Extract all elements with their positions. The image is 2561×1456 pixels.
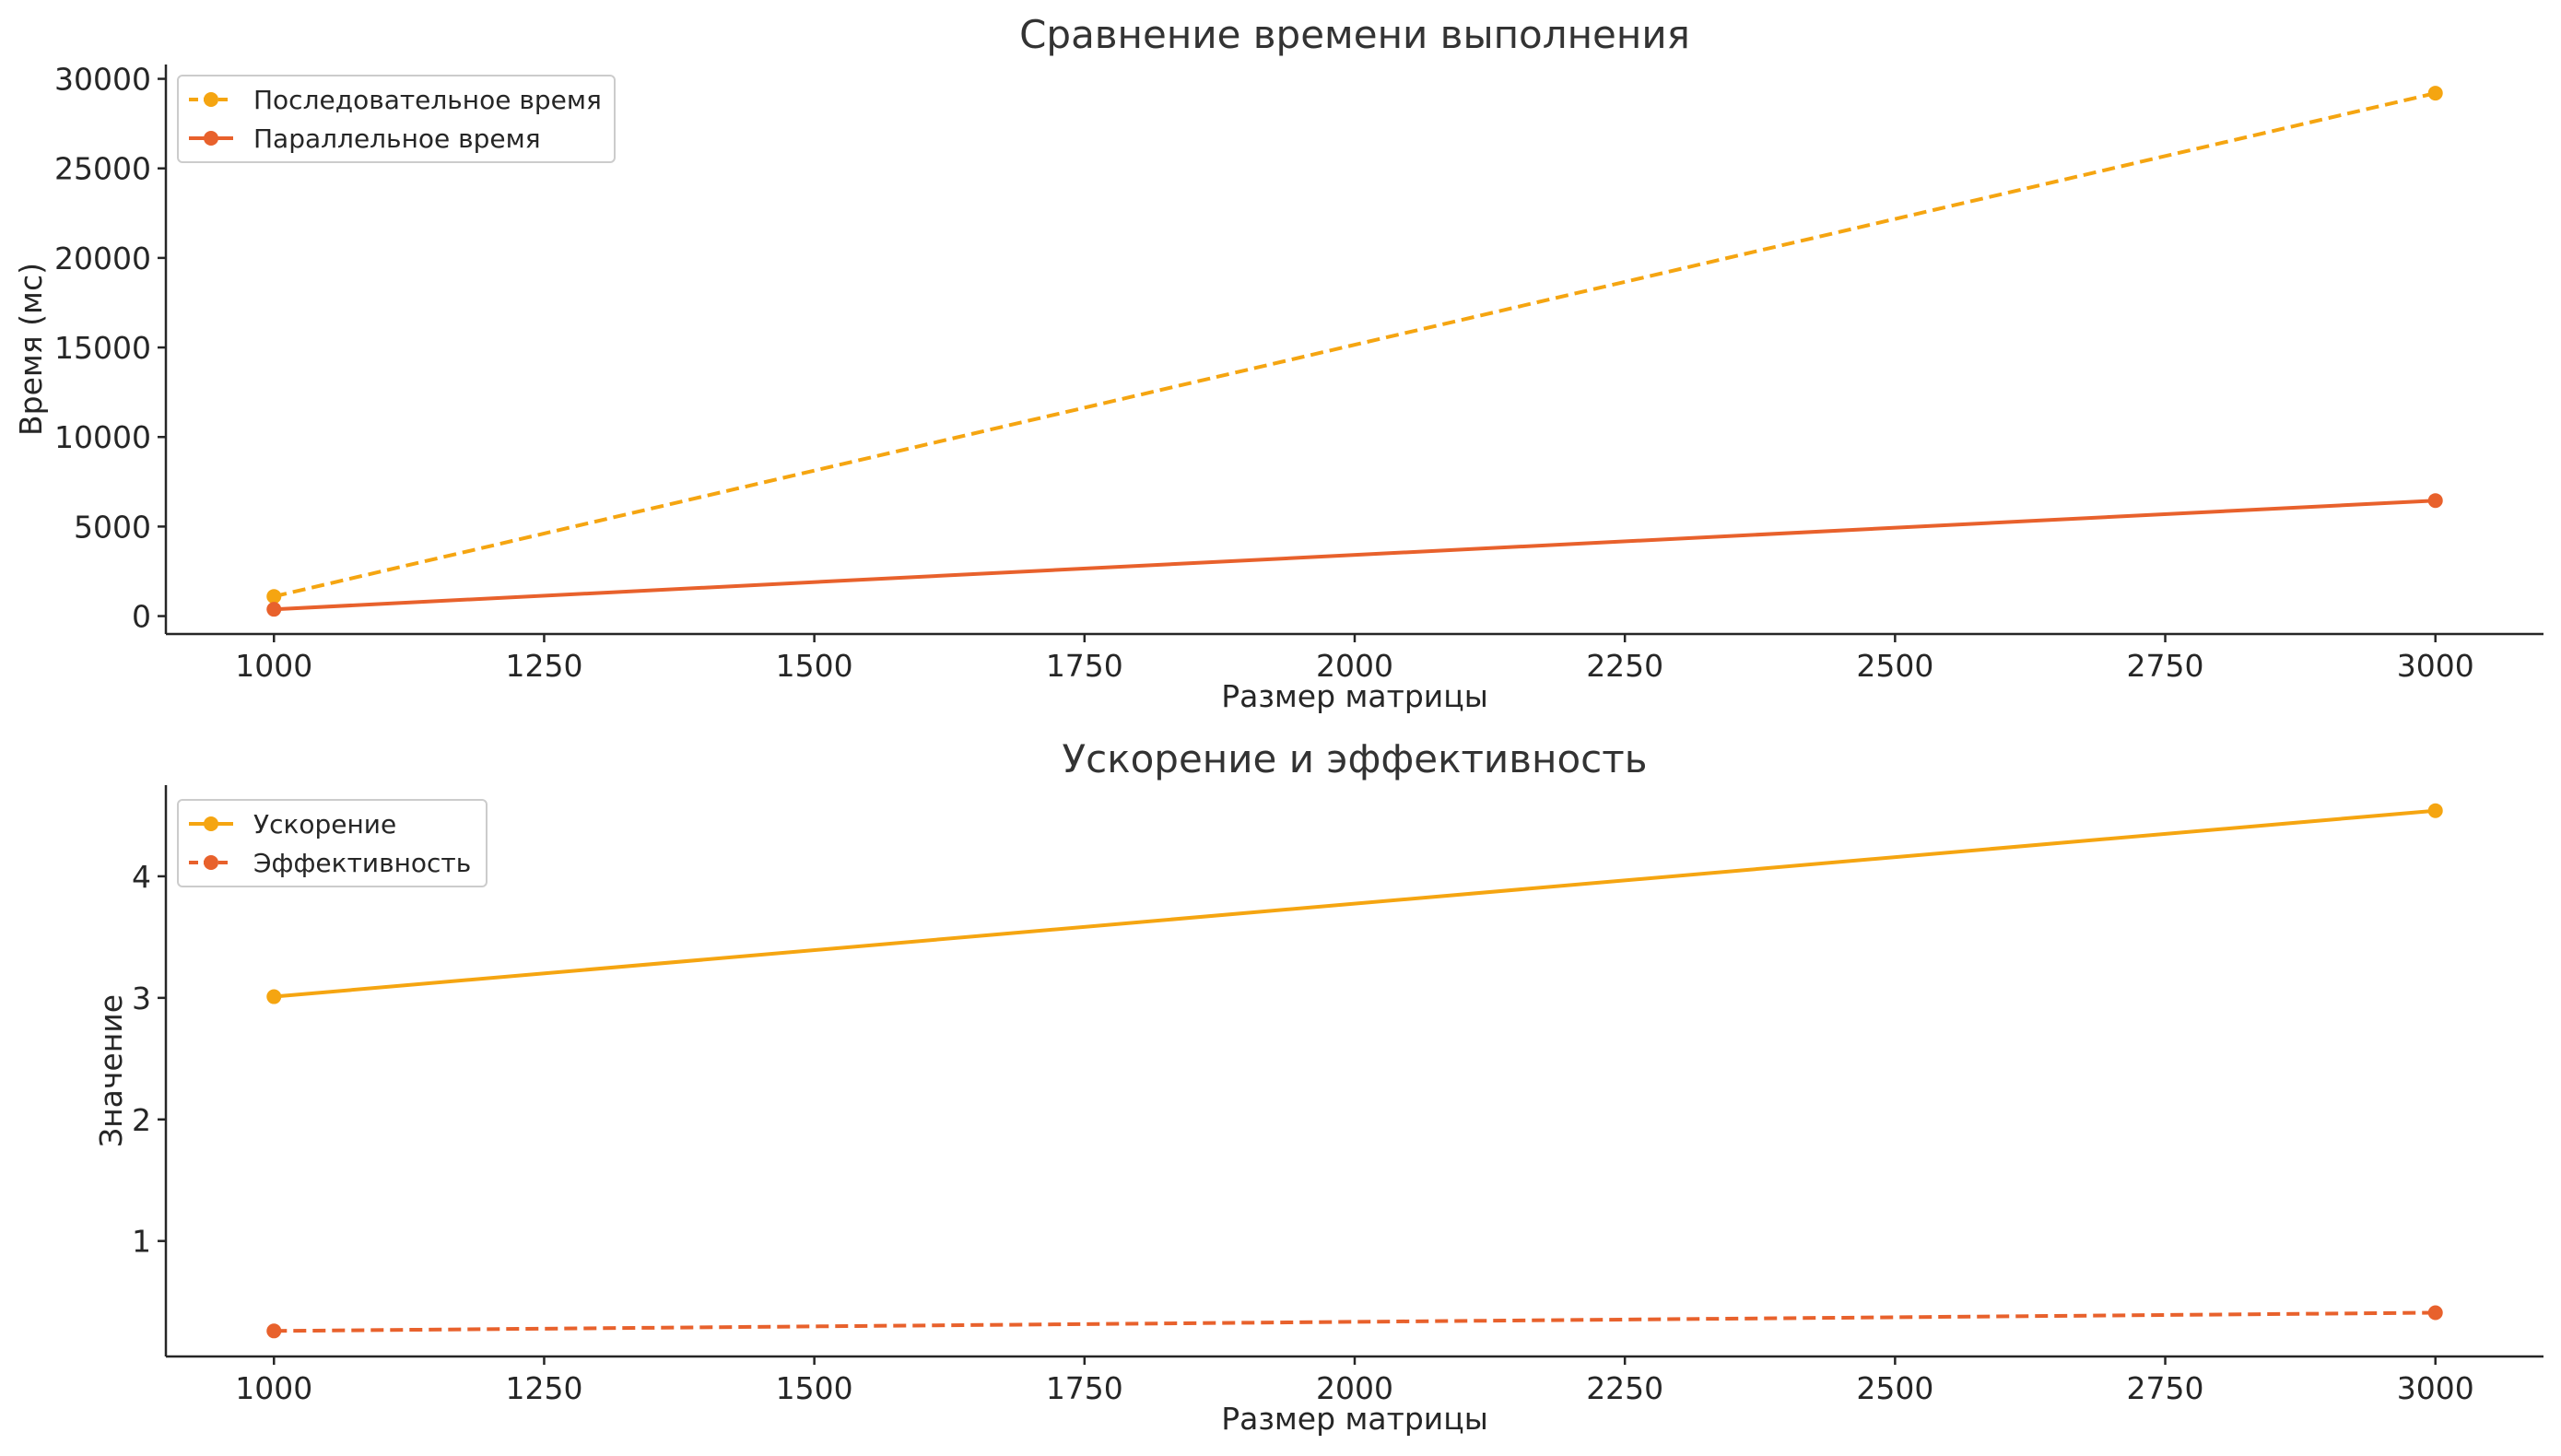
chart-title: Сравнение времени выполнения [1019,12,1690,57]
series-2-point [2427,493,2443,509]
speedup-efficiency-chart: Ускорение и эффективность 1000 1250 1500 17… [93,736,2543,1437]
legend-frame [177,75,616,163]
y-tick-label: 3 [132,980,151,1016]
legend-marker [204,816,218,831]
tick-group: 1000 1250 1500 1750 2000 2250 2500 2750 3000 1 2 3 4 [132,859,2474,1406]
execution-time-chart: Сравнение времени выполнения 1000 1250 150… [13,12,2543,714]
x-tick-label: 2750 [2127,1370,2204,1406]
x-axis-label: Размер матрицы [1221,678,1488,714]
y-axis-label: Время (мс) [13,263,49,436]
tick-group: 1000 1250 1500 1750 2000 2250 2500 2750 30000500… [54,62,2474,684]
legend-marker [204,92,218,107]
x-tick-label: 2500 [1856,1370,1933,1406]
y-axis-label: Значение [93,994,129,1147]
x-tick-label: 3000 [2397,1370,2474,1406]
x-tick-label: 3000 [2397,648,2474,684]
x-tick-label: 2250 [1586,648,1663,684]
legend-marker [204,855,218,870]
plot-area [266,86,2443,617]
x-axis-label: Размер матрицы [1221,1401,1488,1437]
plot-area [266,803,2443,1339]
legend-label: Ускорение [253,809,396,840]
x-tick-label: 1500 [776,1370,853,1406]
series-1-point [2427,86,2443,101]
y-tick-label: 25000 [54,151,151,187]
series-2-point [2427,1305,2443,1321]
y-tick-label: 2 [132,1102,151,1138]
series-1-point [2427,803,2443,818]
x-tick-label: 2000 [1316,1370,1393,1406]
series-line-1 [274,808,2436,999]
legend-marker [204,131,218,146]
series-line-2 [274,499,2436,612]
series-2-point [266,1323,282,1339]
legend-label: Эффективность [253,848,471,878]
series-1-point [266,989,282,1004]
x-tick-label: 2000 [1316,648,1393,684]
x-tick-label: 1750 [1046,648,1123,684]
x-tick-label: 1500 [776,648,853,684]
x-tick-label: 1250 [505,1370,582,1406]
legend-label: Параллельное время [253,123,541,154]
y-tick-label: 0 [132,599,151,635]
x-tick-label: 2500 [1856,648,1933,684]
series-1-point [266,589,282,605]
series-line-1 [273,91,2437,599]
x-tick-label: 2750 [2127,648,2204,684]
legend-frame [177,799,488,887]
legend: Ускорение Эффективность [177,799,488,887]
chart-title: Ускорение и эффективность [1063,736,1648,781]
x-tick-label: 1250 [505,648,582,684]
y-tick-label: 1 [132,1224,151,1260]
x-tick-label: 1000 [235,1370,312,1406]
y-tick-label: 15000 [54,330,151,366]
y-tick-label: 20000 [54,241,151,276]
y-tick-label: 5000 [74,509,151,545]
y-tick-label: 4 [132,859,151,895]
series-line-2 [274,1310,2436,1333]
x-tick-label: 1750 [1046,1370,1123,1406]
x-tick-label: 1000 [235,648,312,684]
series-2-point [266,602,282,617]
x-tick-label: 2250 [1586,1370,1663,1406]
legend-label: Последовательное время [253,85,602,115]
legend: Последовательное время Параллельное время [177,75,616,163]
y-tick-label: 10000 [54,419,151,455]
y-tick-label: 30000 [54,62,151,98]
